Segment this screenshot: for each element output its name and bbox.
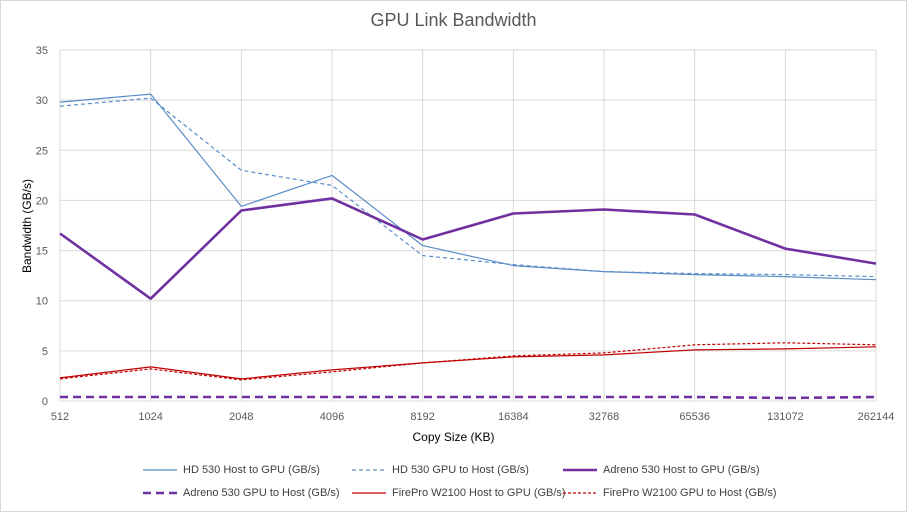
legend-swatch	[352, 492, 386, 494]
legend-item-hd530-host-to-gpu: HD 530 Host to GPU (GB/s)	[143, 464, 320, 476]
legend-swatch	[563, 468, 597, 472]
legend-label: HD 530 GPU to Host (GB/s)	[392, 464, 529, 476]
legend-label: HD 530 Host to GPU (GB/s)	[183, 464, 320, 476]
y-tick-label: 20	[36, 195, 48, 207]
legend-swatch	[352, 469, 386, 471]
series-line-2	[59, 197, 877, 301]
x-tick-label: 262144	[858, 411, 895, 423]
y-tick-label: 30	[36, 95, 48, 107]
series-line-5	[59, 342, 877, 381]
legend-swatch	[143, 491, 177, 495]
y-tick-label: 10	[36, 296, 48, 308]
legend-label: FirePro W2100 Host to GPU (GB/s)	[392, 487, 566, 499]
x-tick-label: 2048	[229, 411, 253, 423]
legend-item-firepro-host-to-gpu: FirePro W2100 Host to GPU (GB/s)	[352, 487, 566, 499]
y-axis-ticks: 0 5 10 15 20 25 30 35	[36, 45, 48, 408]
x-tick-label: 8192	[410, 411, 434, 423]
x-tick-label: 4096	[320, 411, 344, 423]
series-line-4	[59, 346, 877, 380]
legend-item-hd530-gpu-to-host: HD 530 GPU to Host (GB/s)	[352, 464, 529, 476]
x-tick-label: 131072	[767, 411, 804, 423]
legend-label: FirePro W2100 GPU to Host (GB/s)	[603, 487, 777, 499]
x-tick-label: 16384	[498, 411, 529, 423]
y-axis-title-text: Bandwidth (GB/s)	[20, 178, 34, 274]
legend-swatch	[563, 492, 597, 494]
series-lines	[59, 93, 877, 400]
y-tick-label: 35	[36, 45, 48, 57]
legend-swatch	[143, 469, 177, 471]
y-tick-label: 5	[42, 346, 48, 358]
chart-title: GPU Link Bandwidth	[370, 10, 537, 30]
x-tick-label: 1024	[138, 411, 162, 423]
legend-item-adreno530-gpu-to-host: Adreno 530 GPU to Host (GB/s)	[143, 487, 340, 499]
y-tick-label: 25	[36, 145, 48, 157]
y-tick-label: 0	[42, 396, 48, 408]
y-tick-label: 15	[36, 246, 48, 258]
series-line-0	[59, 93, 877, 281]
x-tick-label: 32768	[589, 411, 620, 423]
legend-item-adreno530-host-to-gpu: Adreno 530 Host to GPU (GB/s)	[563, 464, 760, 476]
legend-label: Adreno 530 GPU to Host (GB/s)	[183, 487, 340, 499]
x-tick-label: 512	[51, 411, 69, 423]
x-axis-ticks: 512 1024 2048 4096 8192 16384 32768 65536 131072…	[51, 411, 895, 423]
legend-label: Adreno 530 Host to GPU (GB/s)	[603, 464, 760, 476]
series-line-3	[60, 395, 877, 400]
legend-item-firepro-gpu-to-host: FirePro W2100 GPU to Host (GB/s)	[563, 487, 777, 499]
series-line-1	[59, 97, 877, 278]
x-axis-title: Copy Size (KB)	[412, 430, 495, 444]
x-tick-label: 65536	[679, 411, 710, 423]
